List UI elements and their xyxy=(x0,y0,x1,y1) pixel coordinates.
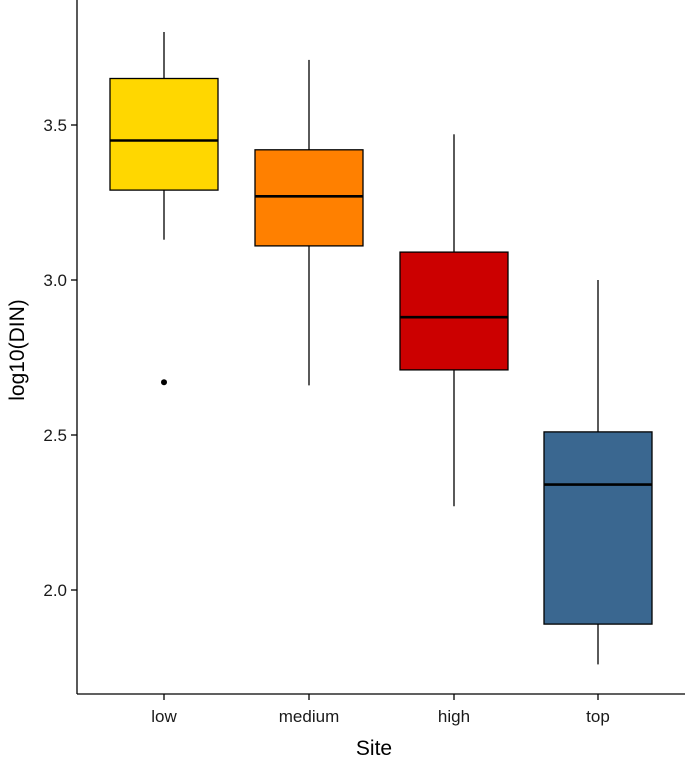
x-tick-label: top xyxy=(586,707,610,726)
x-tick-label: medium xyxy=(279,707,339,726)
box-high xyxy=(399,134,509,507)
outlier-point xyxy=(161,379,167,386)
box-iqr xyxy=(399,251,509,371)
y-tick-label: 3.0 xyxy=(43,271,67,290)
y-tick-label: 2.0 xyxy=(43,581,67,600)
box-iqr xyxy=(109,77,219,191)
x-tick-label: high xyxy=(438,707,470,726)
x-axis-ticks: low medium high top xyxy=(151,694,610,726)
x-axis-title: Site xyxy=(356,737,392,760)
plot-area xyxy=(109,32,653,665)
y-axis-title: log10(DIN) xyxy=(6,299,29,401)
y-axis-ticks: 2.0 2.5 3.0 3.5 xyxy=(43,116,77,600)
box-medium xyxy=(254,59,364,386)
y-tick-label: 3.5 xyxy=(43,116,67,135)
box-top xyxy=(543,280,653,665)
box-iqr xyxy=(543,431,653,625)
box-iqr xyxy=(254,149,364,247)
y-tick-label: 2.5 xyxy=(43,426,67,445)
x-tick-label: low xyxy=(151,707,177,726)
box-low xyxy=(109,32,219,386)
